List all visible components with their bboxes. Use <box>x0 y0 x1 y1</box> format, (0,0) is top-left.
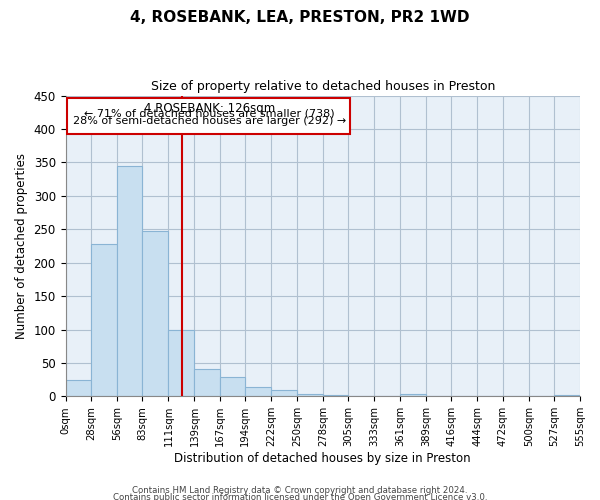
X-axis label: Distribution of detached houses by size in Preston: Distribution of detached houses by size … <box>175 452 471 465</box>
Title: Size of property relative to detached houses in Preston: Size of property relative to detached ho… <box>151 80 495 93</box>
Bar <box>142 230 169 396</box>
Bar <box>220 377 245 396</box>
Text: Contains public sector information licensed under the Open Government Licence v3: Contains public sector information licen… <box>113 494 487 500</box>
Text: 4, ROSEBANK, LEA, PRESTON, PR2 1WD: 4, ROSEBANK, LEA, PRESTON, PR2 1WD <box>130 10 470 25</box>
FancyBboxPatch shape <box>67 98 350 134</box>
Bar <box>297 394 323 396</box>
Text: ← 71% of detached houses are smaller (738): ← 71% of detached houses are smaller (73… <box>84 109 335 119</box>
Bar <box>271 390 297 396</box>
Text: Contains HM Land Registry data © Crown copyright and database right 2024.: Contains HM Land Registry data © Crown c… <box>132 486 468 495</box>
Bar <box>554 395 580 396</box>
Bar <box>245 387 271 396</box>
Bar <box>91 244 118 396</box>
Bar <box>323 395 348 396</box>
Text: 28% of semi-detached houses are larger (292) →: 28% of semi-detached houses are larger (… <box>73 116 346 126</box>
Bar <box>118 166 142 396</box>
Text: 4 ROSEBANK: 126sqm: 4 ROSEBANK: 126sqm <box>143 102 275 114</box>
Bar <box>169 330 194 396</box>
Bar <box>400 394 426 396</box>
Y-axis label: Number of detached properties: Number of detached properties <box>15 153 28 339</box>
Bar <box>194 369 220 396</box>
Bar <box>65 380 91 396</box>
